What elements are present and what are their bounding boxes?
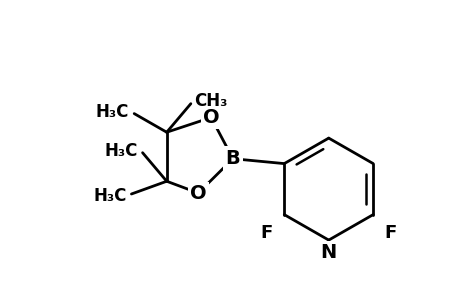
Text: O: O: [190, 183, 207, 203]
Text: F: F: [385, 224, 397, 243]
Text: CH₃: CH₃: [194, 92, 227, 110]
Text: B: B: [226, 149, 240, 168]
Text: F: F: [260, 224, 273, 243]
Text: H₃C: H₃C: [93, 187, 126, 205]
Text: H₃C: H₃C: [104, 142, 138, 160]
Text: N: N: [321, 243, 337, 262]
Text: H₃C: H₃C: [96, 103, 129, 121]
Text: O: O: [203, 108, 219, 127]
